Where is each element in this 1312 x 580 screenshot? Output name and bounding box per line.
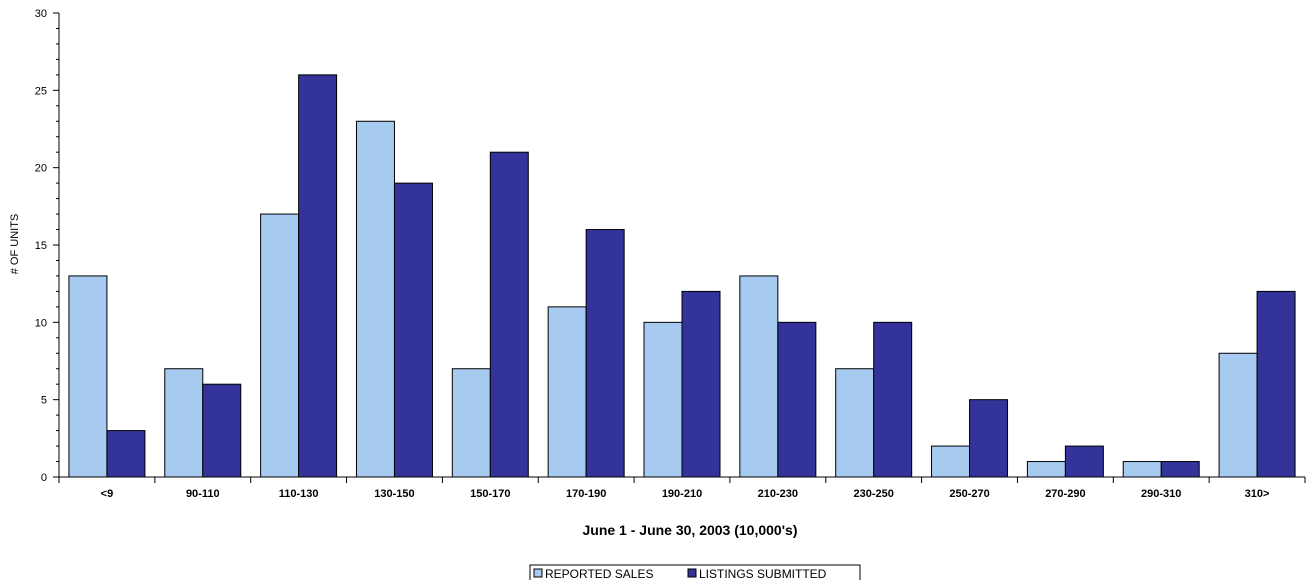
bar-listings-submitted xyxy=(393,182,433,478)
bar-reported-sales xyxy=(1122,461,1162,478)
x-tick-label: 110-130 xyxy=(279,488,319,500)
x-tick-label: 270-290 xyxy=(1045,488,1085,500)
y-tick-label: 0 xyxy=(41,472,47,484)
bar-listings-submitted xyxy=(777,321,817,478)
y-tick-label: 25 xyxy=(35,85,47,97)
x-tick-label: 190-210 xyxy=(662,488,702,500)
bar-reported-sales xyxy=(643,321,683,478)
x-tick-label: <9 xyxy=(101,488,114,500)
bars xyxy=(68,74,1296,478)
bar-listings-submitted xyxy=(681,290,721,478)
y-tick-label: 15 xyxy=(35,240,47,252)
bar-reported-sales xyxy=(68,275,108,478)
x-tick-label: 90-110 xyxy=(186,488,220,500)
axis-labels: 0 5 10 15 20 25 30 <9 90-110 110-130 130-150 150-17… xyxy=(35,8,1270,500)
legend-swatch-reported-sales xyxy=(533,568,543,578)
bar-listings-submitted xyxy=(1064,445,1104,478)
bar-listings-submitted xyxy=(969,399,1009,478)
x-tick-label: 310> xyxy=(1245,488,1270,500)
legend-swatch-listings-submitted xyxy=(687,568,697,578)
bar-reported-sales xyxy=(355,120,395,478)
bar-reported-sales xyxy=(1026,461,1066,478)
bar-listings-submitted xyxy=(1256,290,1296,478)
bar-reported-sales xyxy=(547,306,587,478)
bar-reported-sales xyxy=(260,213,300,478)
bar-listings-submitted xyxy=(106,430,146,478)
y-axis-title: # OF UNITS xyxy=(9,214,21,275)
x-axis-title: June 1 - June 30, 2003 (10,000's) xyxy=(582,522,797,538)
bar-reported-sales xyxy=(931,445,971,478)
bar-reported-sales xyxy=(164,368,204,478)
legend: REPORTED SALES LISTINGS SUBMITTED xyxy=(529,564,861,580)
bar-listings-submitted xyxy=(873,321,913,478)
legend-label-reported-sales: REPORTED SALES xyxy=(545,567,653,580)
bar-listings-submitted xyxy=(585,229,625,478)
y-tick-label: 5 xyxy=(41,395,47,407)
legend-label-listings-submitted: LISTINGS SUBMITTED xyxy=(699,567,827,580)
bar-listings-submitted xyxy=(1160,461,1200,478)
x-tick-label: 170-190 xyxy=(566,488,606,500)
bar-reported-sales xyxy=(451,368,491,478)
y-tick-label: 10 xyxy=(35,317,47,329)
bar-listings-submitted xyxy=(489,151,529,478)
x-tick-label: 150-170 xyxy=(470,488,510,500)
x-tick-label: 230-250 xyxy=(854,488,894,500)
bar-reported-sales xyxy=(1218,352,1258,478)
bar-reported-sales xyxy=(835,368,875,478)
x-tick-label: 250-270 xyxy=(949,488,989,500)
y-tick-label: 30 xyxy=(35,8,47,20)
y-tick-label: 20 xyxy=(35,163,47,175)
bar-reported-sales xyxy=(739,275,779,478)
x-tick-label: 130-150 xyxy=(374,488,414,500)
x-tick-label: 290-310 xyxy=(1141,488,1181,500)
bar-listings-submitted xyxy=(298,74,338,478)
bar-listings-submitted xyxy=(202,383,242,478)
x-tick-label: 210-230 xyxy=(758,488,798,500)
